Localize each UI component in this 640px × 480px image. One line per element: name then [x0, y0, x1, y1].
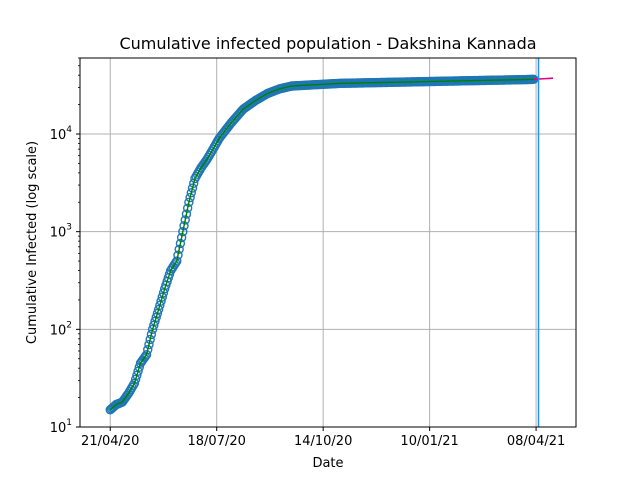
observed-point [143, 344, 153, 355]
observed-point [157, 292, 167, 302]
observed-point [185, 192, 195, 203]
observed-point [187, 183, 198, 193]
y-tick-label: 103 [50, 223, 72, 241]
observed-point [153, 304, 164, 315]
x-tick-label: 18/07/20 [188, 434, 246, 449]
observed-point [130, 374, 141, 385]
observed-point [178, 226, 188, 237]
observed-point [134, 362, 144, 372]
y-tick-label: 102 [50, 320, 72, 338]
y-tick-label: 101 [50, 418, 72, 436]
observed-point [156, 296, 166, 306]
observed-point [146, 329, 157, 340]
y-axis-label: Cumulative Infected (log scale) [25, 141, 40, 344]
observed-point [132, 370, 142, 380]
observed-point [186, 188, 196, 198]
fit-line [109, 78, 534, 411]
observed-point [129, 378, 140, 389]
x-tick-label: 21/04/20 [81, 434, 139, 449]
chart-title: Cumulative infected population - Dakshin… [119, 34, 536, 53]
observed-point [155, 300, 165, 310]
grid-lines [80, 58, 576, 428]
observed-point [180, 215, 190, 225]
observed-point [182, 203, 193, 213]
observed-point [152, 308, 163, 319]
observed-point [128, 380, 138, 391]
plot-frame [79, 57, 577, 428]
observed-point [179, 221, 189, 231]
observed-point [145, 334, 155, 345]
observed-point [176, 232, 187, 243]
x-axis-label: Date [312, 456, 343, 471]
observed-point [172, 256, 182, 266]
x-tick-label: 14/10/20 [294, 434, 352, 449]
x-tick-label: 08/04/21 [507, 434, 565, 449]
observed-point [174, 244, 184, 255]
x-tick-label: 10/01/21 [400, 434, 458, 449]
forecast-line [533, 77, 554, 81]
observed-point [133, 366, 143, 376]
y-tick-label: 104 [50, 125, 73, 143]
observed-point [181, 209, 192, 219]
observed-point [175, 238, 186, 249]
axis-ticks: 21/04/20 18/07/20 14/10/20 10/01/21 08/04/21… [50, 57, 565, 449]
observed-point [173, 250, 183, 260]
observed-point [141, 349, 152, 360]
plot-data [105, 58, 554, 427]
observed-point [144, 339, 154, 350]
observed-point [184, 197, 194, 207]
